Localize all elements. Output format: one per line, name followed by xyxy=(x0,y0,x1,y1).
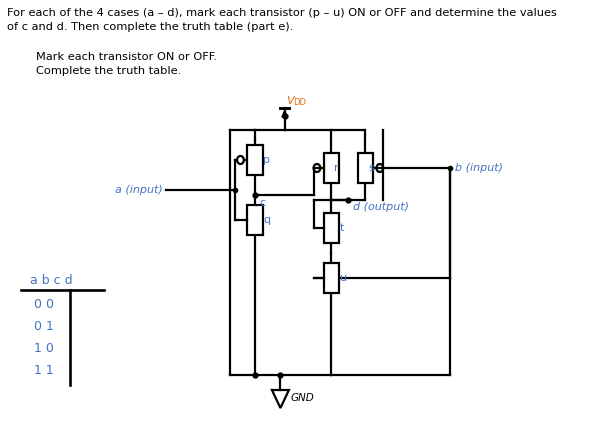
Text: For each of the 4 cases (a – d), mark each transistor (p – u) ON or OFF and dete: For each of the 4 cases (a – d), mark ea… xyxy=(7,8,557,18)
Text: a b c d: a b c d xyxy=(29,274,72,286)
Bar xyxy=(324,213,339,243)
Text: Mark each transistor ON or OFF.: Mark each transistor ON or OFF. xyxy=(35,52,217,62)
Text: Complete the truth table.: Complete the truth table. xyxy=(35,66,181,76)
Bar xyxy=(247,205,263,235)
Text: of c and d. Then complete the truth table (part e).: of c and d. Then complete the truth tabl… xyxy=(7,22,293,32)
Text: d (output): d (output) xyxy=(353,202,409,212)
Text: t: t xyxy=(340,223,344,233)
Polygon shape xyxy=(272,390,289,408)
Bar xyxy=(247,145,263,175)
Bar xyxy=(324,153,339,183)
Text: q: q xyxy=(263,215,270,225)
Text: u: u xyxy=(340,273,347,283)
Text: r: r xyxy=(334,163,338,173)
Bar xyxy=(358,153,373,183)
Text: s: s xyxy=(368,163,374,173)
Text: 0 1: 0 1 xyxy=(34,320,54,333)
Text: V: V xyxy=(286,96,294,106)
Bar xyxy=(324,263,339,293)
Text: DD: DD xyxy=(293,98,306,107)
Text: 1 1: 1 1 xyxy=(34,364,54,377)
Text: a (input): a (input) xyxy=(115,185,163,195)
Text: GND: GND xyxy=(291,393,314,403)
Text: p: p xyxy=(263,155,270,165)
Text: b (input): b (input) xyxy=(454,163,502,173)
Text: 0 0: 0 0 xyxy=(34,297,54,310)
Text: c: c xyxy=(259,198,265,208)
Text: 1 0: 1 0 xyxy=(34,341,54,354)
